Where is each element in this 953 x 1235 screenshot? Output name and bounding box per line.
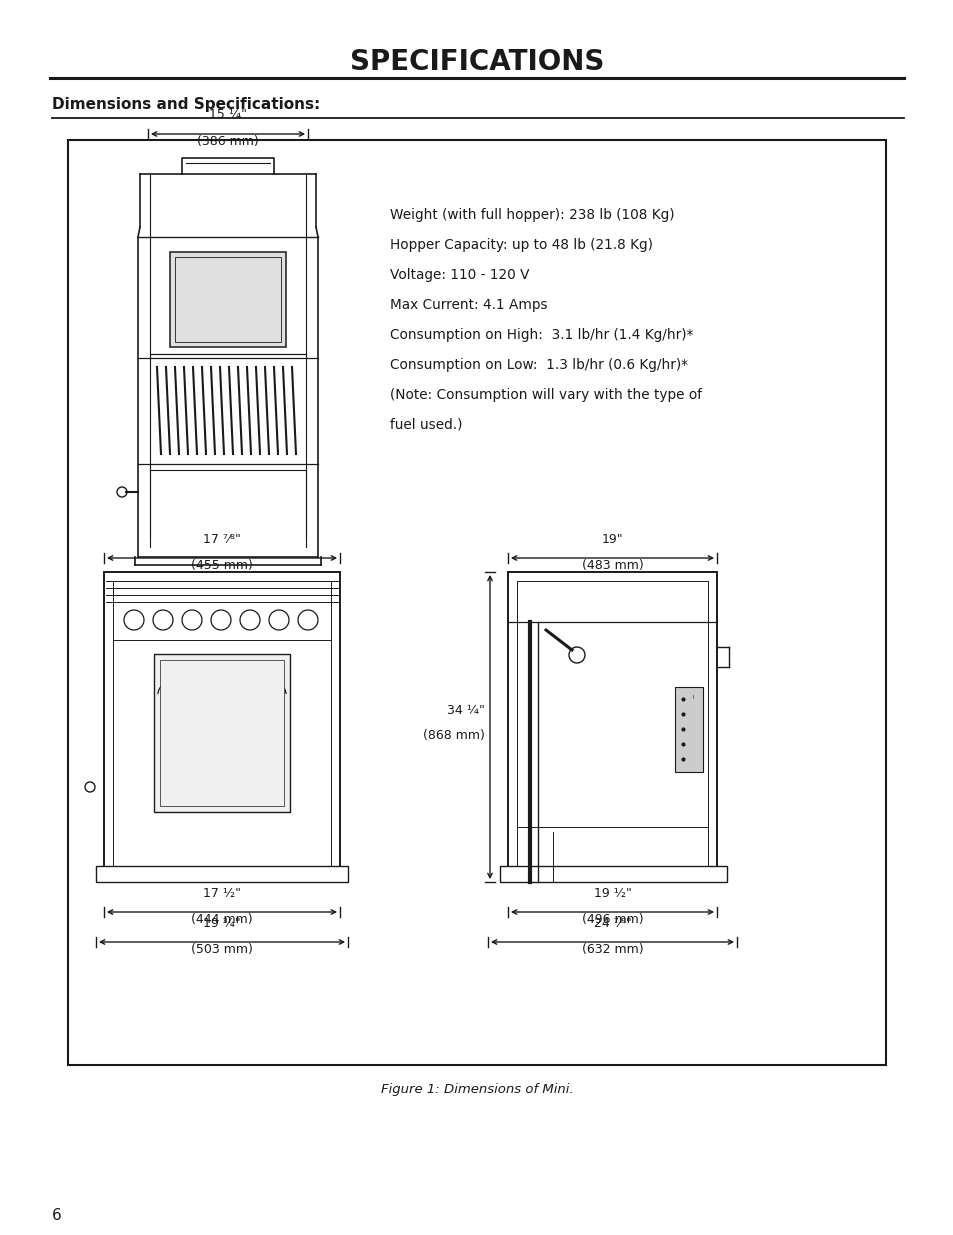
Bar <box>68 140 885 1065</box>
Text: 17 ½": 17 ½" <box>203 887 241 900</box>
Text: 19 ¾": 19 ¾" <box>203 918 240 930</box>
Bar <box>507 572 717 882</box>
Text: Figure 1: Dimensions of Mini.: Figure 1: Dimensions of Mini. <box>380 1083 573 1097</box>
Text: (386 mm): (386 mm) <box>197 135 258 148</box>
Text: 6: 6 <box>52 1208 62 1223</box>
Text: (444 mm): (444 mm) <box>191 913 253 926</box>
Text: 19": 19" <box>601 534 622 546</box>
Text: 34 ¼": 34 ¼" <box>447 704 484 718</box>
Text: 17 ⁷⁄⁸": 17 ⁷⁄⁸" <box>203 534 241 546</box>
Text: Consumption on Low:  1.3 lb/hr (0.6 Kg/hr)*: Consumption on Low: 1.3 lb/hr (0.6 Kg/hr… <box>390 358 687 372</box>
Text: Voltage: 110 - 120 V: Voltage: 110 - 120 V <box>390 268 529 282</box>
Text: Dimensions and Specifications:: Dimensions and Specifications: <box>52 98 320 112</box>
Text: fuel used.): fuel used.) <box>390 417 462 432</box>
Text: Weight (with full hopper): 238 lb (108 Kg): Weight (with full hopper): 238 lb (108 K… <box>390 207 674 222</box>
Bar <box>153 655 290 811</box>
Text: (483 mm): (483 mm) <box>581 559 642 572</box>
Text: (503 mm): (503 mm) <box>191 944 253 956</box>
Text: (Note: Consumption will vary with the type of: (Note: Consumption will vary with the ty… <box>390 388 701 403</box>
Text: (496 mm): (496 mm) <box>581 913 642 926</box>
Text: (868 mm): (868 mm) <box>423 729 484 742</box>
Text: Max Current: 4.1 Amps: Max Current: 4.1 Amps <box>390 298 547 312</box>
Text: I: I <box>692 695 693 700</box>
Bar <box>499 866 726 882</box>
Text: SPECIFICATIONS: SPECIFICATIONS <box>350 48 603 77</box>
Bar <box>517 580 707 873</box>
Bar <box>174 257 281 342</box>
Bar <box>675 687 702 772</box>
Text: Consumption on High:  3.1 lb/hr (1.4 Kg/hr)*: Consumption on High: 3.1 lb/hr (1.4 Kg/h… <box>390 329 693 342</box>
Bar <box>160 659 284 806</box>
Bar <box>104 572 339 882</box>
Text: (455 mm): (455 mm) <box>191 559 253 572</box>
Bar <box>170 252 286 347</box>
Text: Hopper Capacity: up to 48 lb (21.8 Kg): Hopper Capacity: up to 48 lb (21.8 Kg) <box>390 238 652 252</box>
Text: 24 ⁷⁄⁸": 24 ⁷⁄⁸" <box>593 918 631 930</box>
Text: 15 ¼": 15 ¼" <box>209 107 247 121</box>
Text: 19 ½": 19 ½" <box>593 887 631 900</box>
Bar <box>96 866 348 882</box>
Text: (632 mm): (632 mm) <box>581 944 642 956</box>
Bar <box>112 580 331 873</box>
